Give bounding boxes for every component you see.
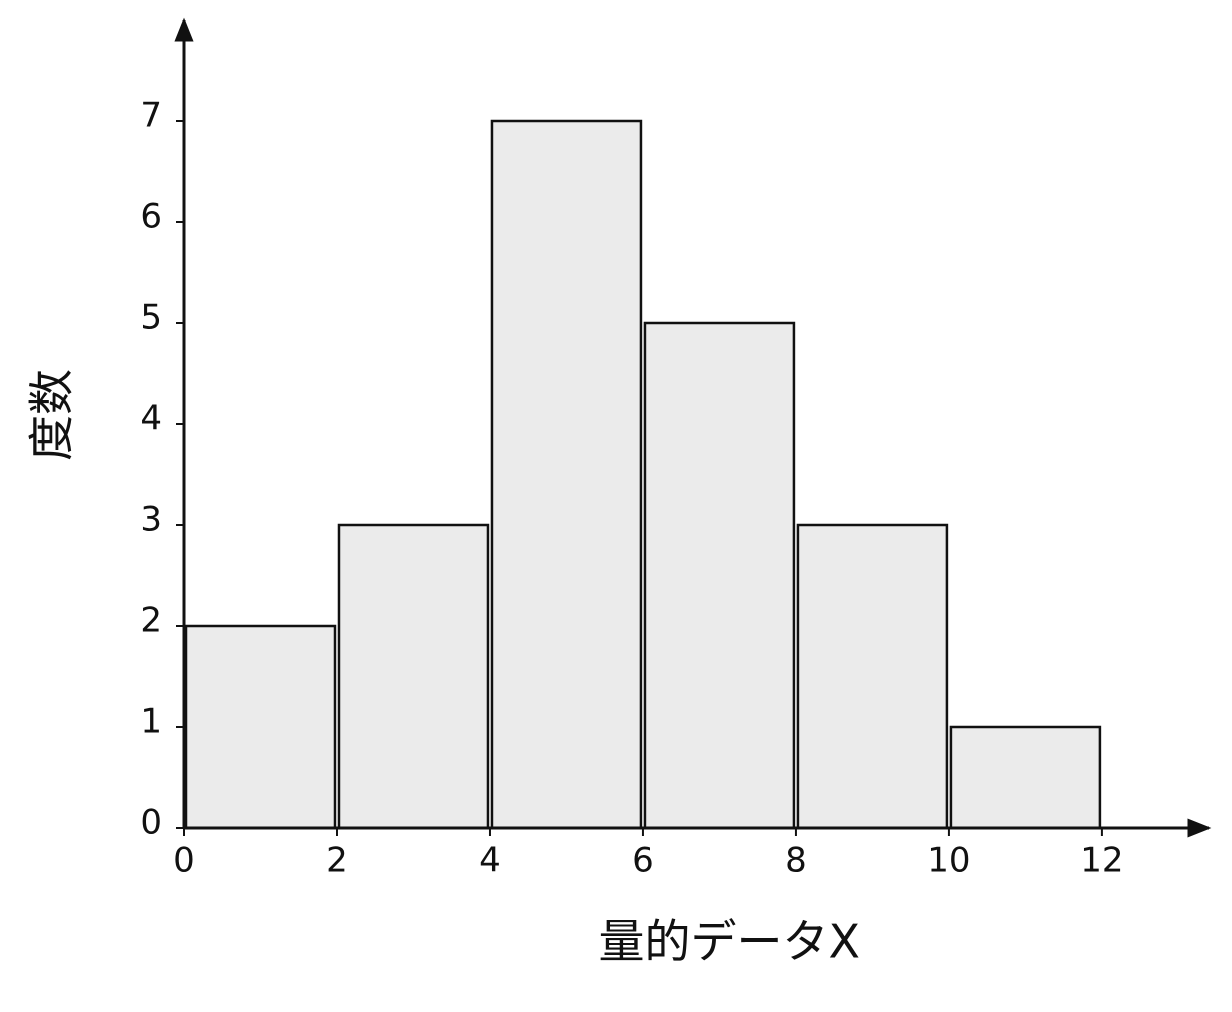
bar [490, 119, 643, 830]
x-tick-label: 12 [1080, 841, 1123, 881]
y-tick-label: 5 [140, 298, 162, 338]
bar [337, 523, 490, 830]
y-tick-label: 0 [140, 803, 162, 843]
bar [796, 523, 949, 830]
x-tick-label: 4 [479, 841, 501, 881]
y-tick-label: 4 [140, 399, 162, 439]
y-tick-label: 1 [140, 702, 162, 742]
y-tick-label: 3 [140, 500, 162, 540]
x-axis-label: 量的データX [598, 915, 860, 969]
bar [184, 624, 337, 830]
y-tick-label: 2 [140, 601, 162, 641]
y-tick-label: 7 [140, 96, 162, 136]
y-axis-label: 度数 [25, 369, 79, 461]
x-tick-label: 0 [173, 841, 195, 881]
x-tick-label: 2 [326, 841, 348, 881]
bar [643, 321, 796, 830]
y-tick-label: 6 [140, 197, 162, 237]
bar [949, 725, 1102, 830]
x-tick-label: 6 [632, 841, 654, 881]
x-tick-label: 8 [785, 841, 807, 881]
x-tick-label: 10 [927, 841, 970, 881]
